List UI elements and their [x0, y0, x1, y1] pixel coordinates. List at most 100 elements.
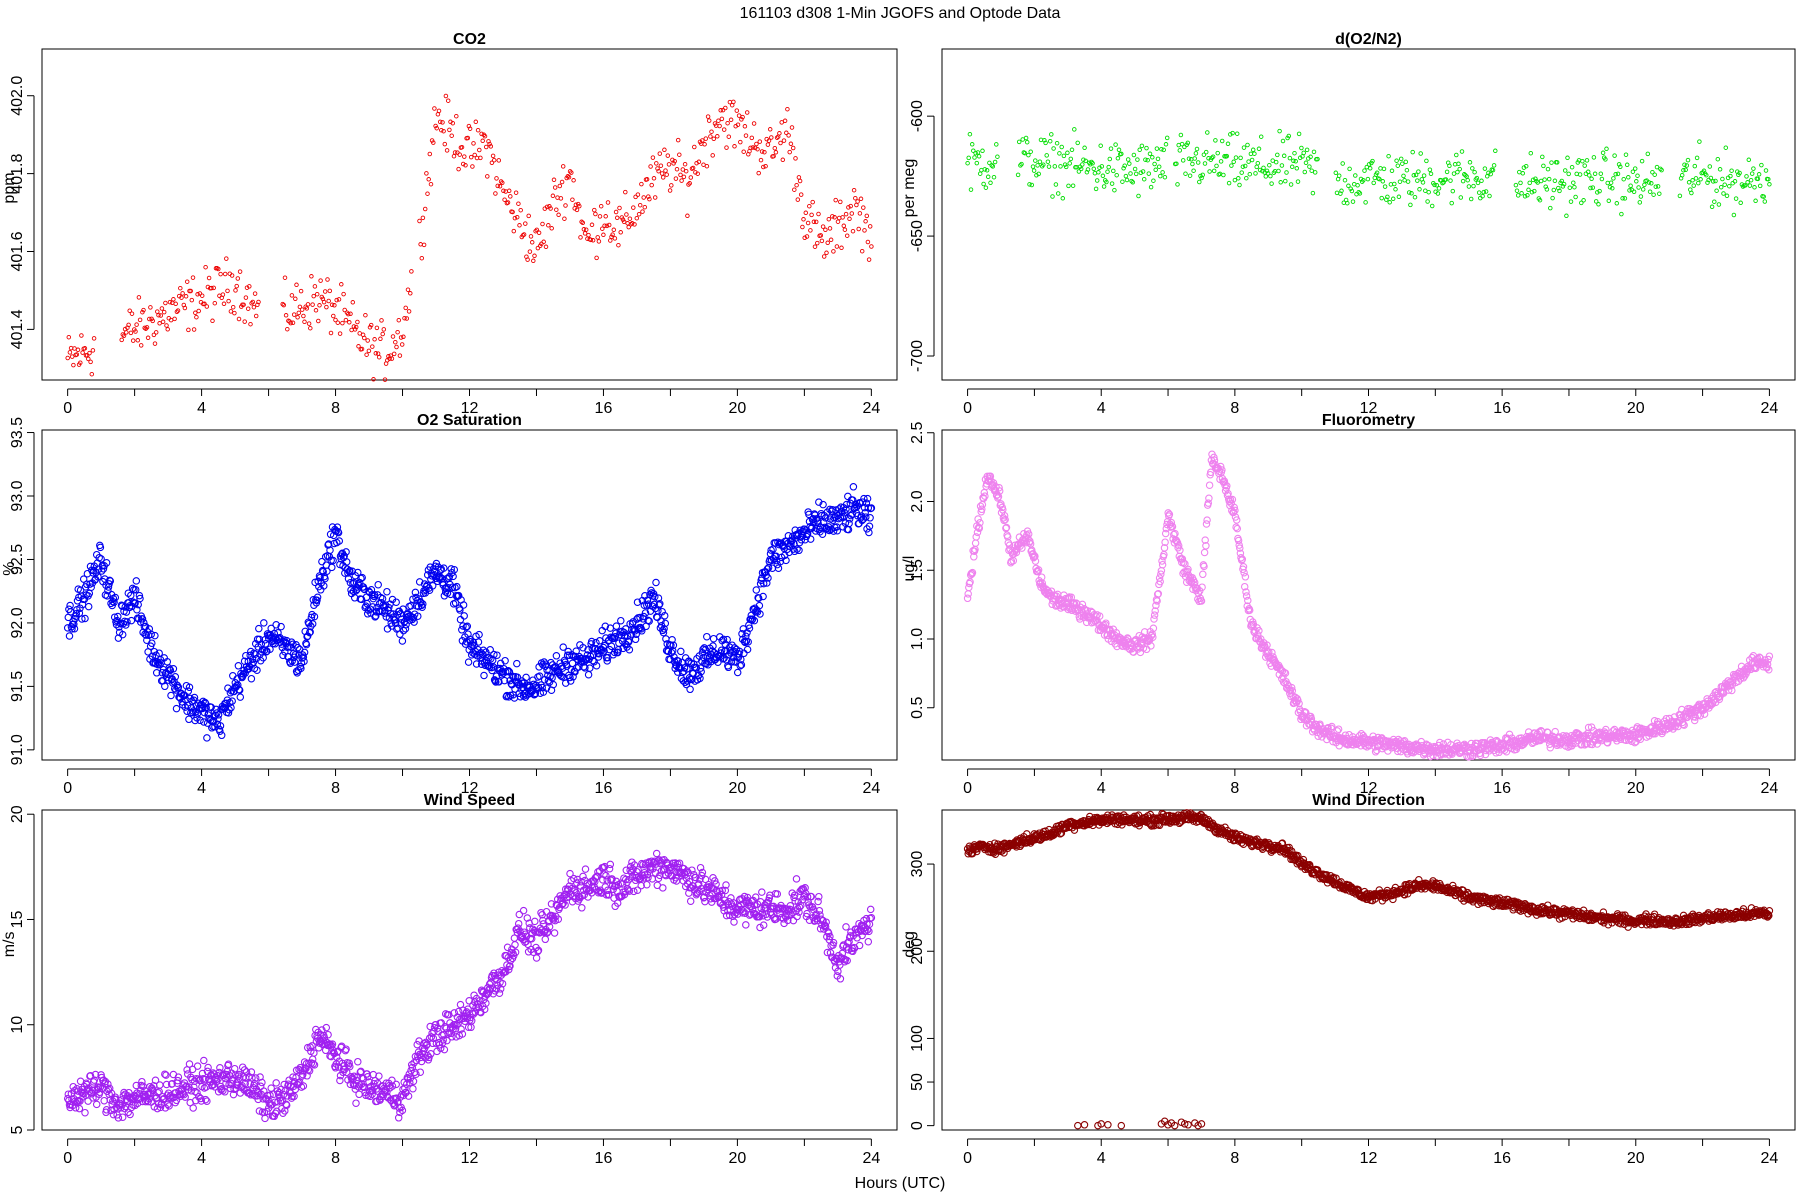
data-point — [462, 623, 470, 631]
data-point — [850, 228, 856, 234]
data-point — [428, 582, 437, 590]
data-point — [437, 119, 443, 125]
data-point — [188, 288, 193, 294]
data-point — [568, 651, 576, 659]
data-point — [1145, 157, 1150, 163]
data-point — [504, 666, 512, 675]
data-point — [557, 662, 566, 671]
data-point — [91, 336, 97, 341]
data-point — [175, 308, 181, 313]
data-point — [1427, 167, 1433, 172]
data-point — [445, 98, 451, 103]
data-points — [63, 483, 876, 742]
data-point — [840, 215, 845, 220]
data-point — [975, 524, 984, 533]
data-point — [862, 228, 867, 233]
data-point — [649, 182, 654, 188]
data-point — [1613, 171, 1618, 177]
data-point — [185, 683, 194, 692]
data-point — [368, 322, 374, 328]
data-point — [506, 188, 512, 194]
data-point — [409, 1084, 417, 1093]
x-axis: 0 4 8 12 16 20 24 — [63, 388, 880, 417]
data-point — [586, 232, 591, 238]
data-point — [182, 305, 188, 311]
data-point — [633, 598, 642, 606]
data-point — [1417, 187, 1422, 192]
data-point — [1573, 194, 1578, 200]
data-point — [1141, 176, 1147, 182]
x-tick-label: 12 — [461, 400, 479, 417]
data-point — [202, 301, 207, 307]
data-point — [853, 195, 858, 201]
data-point — [1240, 164, 1246, 169]
data-point — [660, 175, 666, 180]
data-point — [1728, 173, 1733, 179]
data-point — [1657, 191, 1662, 196]
data-point — [1611, 176, 1616, 181]
data-point — [743, 645, 752, 654]
y-tick-label: 91.0 — [9, 734, 26, 765]
data-point — [1047, 138, 1053, 144]
data-point — [650, 600, 658, 609]
data-point — [538, 683, 546, 692]
data-point — [1148, 184, 1154, 190]
data-point — [1270, 158, 1275, 163]
data-point — [581, 227, 587, 232]
data-point — [773, 150, 779, 155]
data-point — [1756, 172, 1762, 177]
data-point — [225, 288, 230, 294]
data-point — [318, 278, 323, 283]
data-point — [1528, 150, 1534, 156]
data-point — [544, 204, 550, 210]
data-point — [1345, 200, 1350, 206]
data-point — [1603, 157, 1608, 162]
data-point — [147, 316, 152, 322]
data-point — [70, 624, 79, 633]
data-point — [349, 327, 354, 333]
data-point — [261, 1114, 269, 1123]
data-point — [845, 519, 853, 528]
data-point — [1646, 180, 1652, 185]
data-point — [1113, 142, 1118, 147]
data-point — [1571, 180, 1576, 185]
data-point — [1659, 167, 1664, 173]
data-point — [1214, 163, 1219, 169]
data-point — [482, 133, 488, 139]
data-point — [639, 181, 644, 187]
data-point — [199, 293, 205, 298]
data-point — [793, 156, 798, 161]
data-point — [345, 311, 351, 317]
data-point — [651, 592, 659, 601]
data-point — [1180, 158, 1186, 163]
data-point — [301, 313, 306, 319]
data-point — [1533, 176, 1538, 181]
data-point — [449, 133, 454, 138]
data-point — [987, 160, 992, 166]
data-point — [1339, 188, 1344, 194]
data-point — [478, 155, 483, 161]
data-point — [1608, 180, 1614, 185]
data-point — [294, 282, 299, 288]
data-point — [1377, 176, 1382, 182]
data-point — [298, 288, 304, 294]
data-point — [169, 665, 178, 673]
data-point — [1209, 155, 1215, 161]
data-point — [1033, 158, 1038, 163]
data-point — [410, 618, 418, 626]
data-point — [1015, 172, 1021, 178]
data-point — [1363, 200, 1368, 205]
data-point — [100, 1096, 108, 1105]
data-point — [335, 537, 344, 545]
data-point — [1177, 148, 1183, 153]
data-point — [1256, 146, 1262, 152]
data-point — [131, 585, 140, 594]
data-point — [106, 577, 115, 585]
data-point — [1303, 160, 1309, 166]
data-point — [300, 648, 309, 657]
data-point — [234, 662, 243, 670]
y-tick-label: 92.5 — [9, 544, 26, 575]
data-point — [414, 612, 422, 620]
data-point — [1078, 166, 1084, 172]
